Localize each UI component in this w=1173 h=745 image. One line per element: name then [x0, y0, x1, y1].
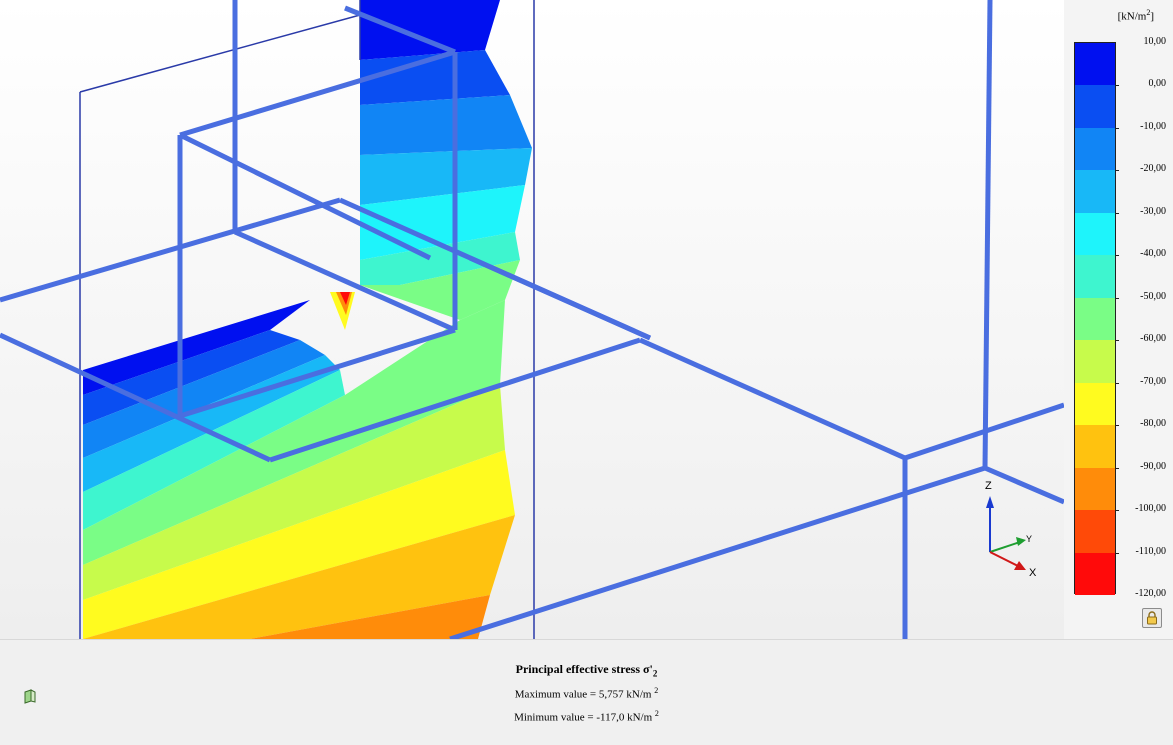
maximum-value: Maximum value = 5,757 kN/m 2 — [0, 686, 1173, 701]
legend-swatch — [1075, 552, 1115, 596]
legend-tick — [1115, 297, 1119, 299]
legend-color-bar — [1074, 42, 1119, 596]
legend-label: -50,00 — [1140, 290, 1166, 302]
legend-label: -40,00 — [1140, 248, 1166, 260]
legend-label: -100,00 — [1135, 503, 1166, 515]
axis-triad — [986, 496, 1026, 570]
legend-label: -110,00 — [1135, 545, 1166, 557]
legend-label: -120,00 — [1135, 588, 1166, 599]
legend-tick — [1115, 510, 1119, 512]
maximum-value-text: Maximum value = 5,757 kN/m — [514, 688, 652, 701]
minimum-value-text: Minimum value = -117,0 kN/m — [514, 711, 653, 724]
axis-label-y: Y — [1026, 534, 1033, 544]
legend-label: 10,00 — [1143, 36, 1167, 47]
legend-tick — [1115, 552, 1119, 554]
legend-swatch — [1075, 382, 1115, 426]
legend-label: 0,00 — [1148, 78, 1167, 90]
legend-unit-prefix: [kN/m — [1117, 10, 1147, 23]
legend-swatch — [1075, 212, 1115, 256]
legend-swatch — [1075, 43, 1115, 86]
legend-tick — [1115, 467, 1119, 469]
legend-swatch — [1075, 255, 1115, 299]
legend-swatch — [1075, 127, 1115, 171]
view-3d-icon[interactable] — [22, 688, 38, 704]
legend-label: -80,00 — [1140, 418, 1166, 430]
result-title: Principal effective stress σ'2 — [0, 662, 1173, 678]
legend-unit-exponent: 2 — [1146, 8, 1151, 17]
axis-label-z: Z — [985, 480, 992, 492]
legend-swatch — [1075, 170, 1115, 214]
legend-label: -20,00 — [1140, 163, 1166, 175]
result-title-text: Principal effective stress σ' — [515, 662, 653, 676]
legend-tick — [1115, 340, 1119, 342]
result-title-subscript: 2 — [652, 668, 658, 679]
legend-tick — [1115, 127, 1119, 129]
legend-tick — [1115, 382, 1119, 384]
minimum-value: Minimum value = -117,0 kN/m 2 — [0, 709, 1173, 724]
legend-tick — [1115, 425, 1119, 427]
stress-contour-vertical — [360, 0, 532, 320]
axis-label-x: X — [1029, 567, 1037, 579]
maximum-value-exponent: 2 — [654, 686, 659, 695]
legend-swatch — [1075, 340, 1115, 384]
legend-swatch — [1075, 510, 1115, 554]
legend-unit: [kN/m2] — [1094, 8, 1154, 23]
model-boundary-lines — [79, 0, 535, 639]
legend-tick — [1115, 255, 1119, 257]
result-info-panel: Principal effective stress σ'2 Maximum v… — [0, 639, 1173, 745]
structure-wireframe — [0, 0, 1064, 639]
legend-swatch — [1075, 297, 1115, 341]
stress-contour-section — [83, 292, 515, 639]
minimum-value-exponent: 2 — [654, 709, 659, 718]
3d-viewport[interactable]: Z Y X — [0, 0, 1064, 639]
legend-tick — [1115, 85, 1119, 87]
legend-label: -30,00 — [1140, 205, 1166, 217]
legend-tick — [1115, 170, 1119, 172]
legend-label: -10,00 — [1140, 120, 1166, 132]
lock-button[interactable] — [1142, 608, 1162, 628]
legend-swatch — [1075, 425, 1115, 469]
lock-icon — [1147, 611, 1157, 625]
legend-label: -60,00 — [1140, 333, 1166, 345]
legend-swatch — [1075, 85, 1115, 129]
legend-label: -90,00 — [1140, 460, 1166, 472]
legend-unit-suffix: ] — [1150, 10, 1154, 23]
legend-panel: [kN/m2] 10,00 0,00 -10,00 -20,00 -30,00 -40,0… — [1064, 0, 1173, 639]
legend-swatch — [1075, 467, 1115, 511]
legend-tick — [1115, 212, 1119, 214]
legend-label: -70,00 — [1140, 375, 1166, 387]
